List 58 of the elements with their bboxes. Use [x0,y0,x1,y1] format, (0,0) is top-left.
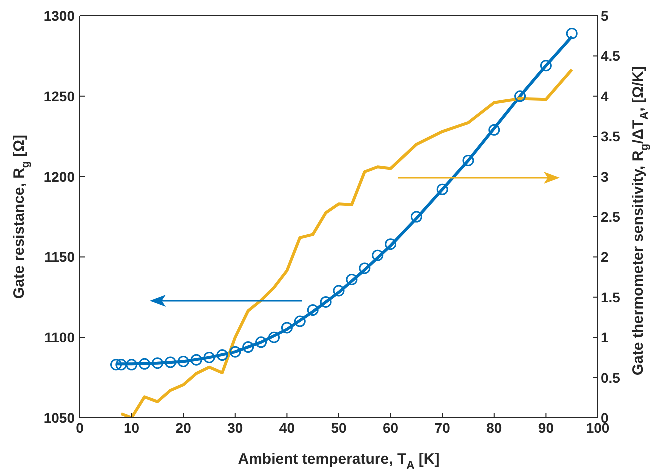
x-tick-label: 20 [176,420,192,436]
point [436,184,448,196]
x-tick-label: 90 [538,420,554,436]
point [488,124,500,136]
point [346,274,358,286]
y-tick-label: 1300 [44,8,76,24]
point [410,211,422,223]
y-tick-label: 1100 [44,330,76,346]
point [372,250,384,262]
point [152,358,164,370]
point [204,352,216,364]
point [268,332,280,344]
point [294,316,306,328]
y-tick-label: 1200 [44,168,76,185]
x-tick-label: 30 [228,420,244,436]
point [359,262,371,274]
point [385,238,397,250]
y-tick-label: 1050 [44,410,76,426]
x-tick-label: 80 [486,420,502,436]
line-series [120,68,574,418]
point [230,346,242,358]
point [281,322,293,334]
point [320,296,332,308]
y2-tick-label: 3.5 [601,128,621,145]
y2-tick-label: 3 [601,168,609,185]
x-tick-label: 70 [434,420,451,436]
point [116,359,128,371]
x-axis-title: Ambient temperature, T$_{A}$ [K] [238,450,440,472]
y2-tick-label: 0.5 [601,370,621,386]
x-tick-label: 0 [76,420,84,436]
x-tick-label: 50 [331,420,347,436]
point [514,90,526,102]
point [307,304,319,316]
y2-tick-label: 4 [601,88,609,104]
point [462,154,474,166]
point [190,354,202,366]
y-tick-label: 1250 [44,88,76,104]
point [540,60,552,72]
y2-tick-label: 4.5 [601,48,621,64]
point [566,28,578,40]
y2-tick-label: 2 [601,249,609,266]
point [110,359,122,371]
point [126,359,138,371]
point [216,350,228,362]
y2-tick-label: 1.5 [601,289,621,306]
y-tick-label: 1150 [44,249,76,266]
point [242,342,254,353]
y2-tick-label: 2.5 [601,208,621,225]
x-tick-label: 10 [124,420,140,436]
x-tick-label: 60 [383,420,399,436]
x-tick-label: 40 [279,420,296,436]
point [164,356,176,368]
point [333,285,345,297]
y2-tick-label: 5 [601,8,609,24]
point [139,358,150,370]
y2-tick-label: 1 [601,330,609,346]
point [178,356,190,368]
point [256,336,268,348]
